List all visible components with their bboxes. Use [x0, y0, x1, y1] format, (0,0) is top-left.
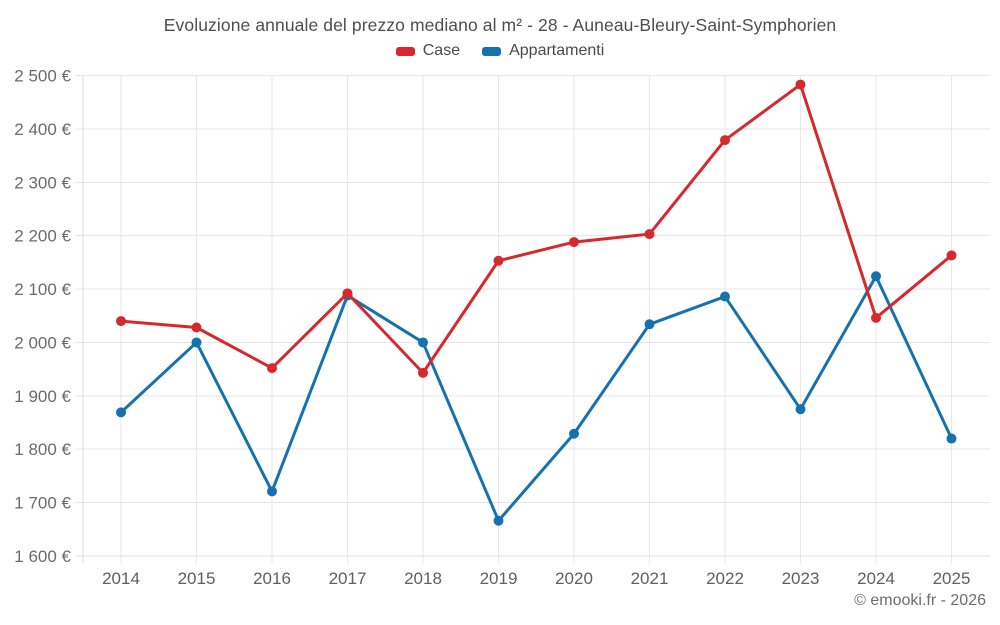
data-point-appartamenti-2025[interactable] [946, 433, 957, 444]
legend: Case Appartamenti [0, 42, 1000, 60]
y-axis-label: 2 000 € [14, 333, 71, 352]
data-point-case-2021[interactable] [644, 229, 655, 240]
y-axis-label: 2 100 € [14, 280, 71, 299]
data-point-appartamenti-2016[interactable] [267, 486, 277, 497]
y-axis-label: 2 300 € [14, 173, 71, 192]
data-point-case-2024[interactable] [871, 312, 881, 323]
x-axis-label: 2023 [782, 569, 820, 588]
y-axis-label: 2 400 € [14, 120, 71, 139]
y-axis-label: 2 200 € [14, 227, 71, 246]
data-point-appartamenti-2020[interactable] [569, 428, 579, 439]
data-point-case-2020[interactable] [569, 237, 579, 248]
y-axis-label: 1 600 € [14, 547, 71, 566]
x-axis-label: 2014 [102, 569, 140, 588]
data-point-appartamenti-2014[interactable] [116, 407, 126, 418]
x-axis-label: 2019 [480, 569, 518, 588]
legend-item-appartamenti[interactable]: Appartamenti [482, 42, 604, 60]
data-point-case-2025[interactable] [946, 250, 957, 261]
data-point-appartamenti-2024[interactable] [871, 271, 881, 282]
data-point-appartamenti-2022[interactable] [720, 291, 730, 302]
data-point-case-2017[interactable] [342, 288, 353, 299]
data-point-case-2023[interactable] [795, 79, 806, 90]
data-point-case-2014[interactable] [116, 316, 126, 327]
data-point-appartamenti-2021[interactable] [644, 319, 655, 330]
data-point-case-2022[interactable] [720, 135, 730, 146]
data-point-appartamenti-2023[interactable] [795, 404, 806, 415]
x-axis-label: 2024 [857, 569, 895, 588]
data-point-appartamenti-2015[interactable] [191, 337, 202, 348]
data-point-appartamenti-2018[interactable] [418, 337, 428, 348]
y-axis-label: 2 500 € [14, 67, 71, 86]
x-axis-label: 2022 [706, 569, 744, 588]
chart-title: Evoluzione annuale del prezzo mediano al… [163, 15, 837, 35]
attribution-text: © emooki.fr - 2026 [854, 592, 986, 609]
data-point-appartamenti-2019[interactable] [493, 515, 504, 526]
data-point-case-2015[interactable] [191, 322, 202, 333]
x-axis-label: 2016 [253, 569, 291, 588]
case-legend-swatch-icon [395, 46, 415, 56]
appartamenti-line [119, 274, 953, 523]
y-axis-label: 1 800 € [14, 440, 71, 459]
x-axis-label: 2025 [933, 569, 971, 588]
x-axis-label: 2021 [631, 569, 669, 588]
x-axis-label: 2017 [329, 569, 367, 588]
legend-item-case[interactable]: Case [395, 42, 461, 60]
appartamenti-legend-swatch-icon [482, 46, 502, 56]
x-axis-label: 2015 [178, 569, 216, 588]
case-line [119, 83, 953, 375]
y-axis-label: 1 900 € [14, 387, 71, 406]
legend-label-appartamenti: Appartamenti [509, 42, 605, 59]
data-point-case-2016[interactable] [267, 363, 277, 374]
x-axis-label: 2018 [404, 569, 442, 588]
legend-label-case: Case [422, 42, 461, 59]
x-axis-label: 2020 [555, 569, 593, 588]
data-point-case-2019[interactable] [493, 255, 504, 266]
y-axis-label: 1 700 € [14, 494, 71, 513]
data-point-case-2018[interactable] [418, 367, 428, 378]
